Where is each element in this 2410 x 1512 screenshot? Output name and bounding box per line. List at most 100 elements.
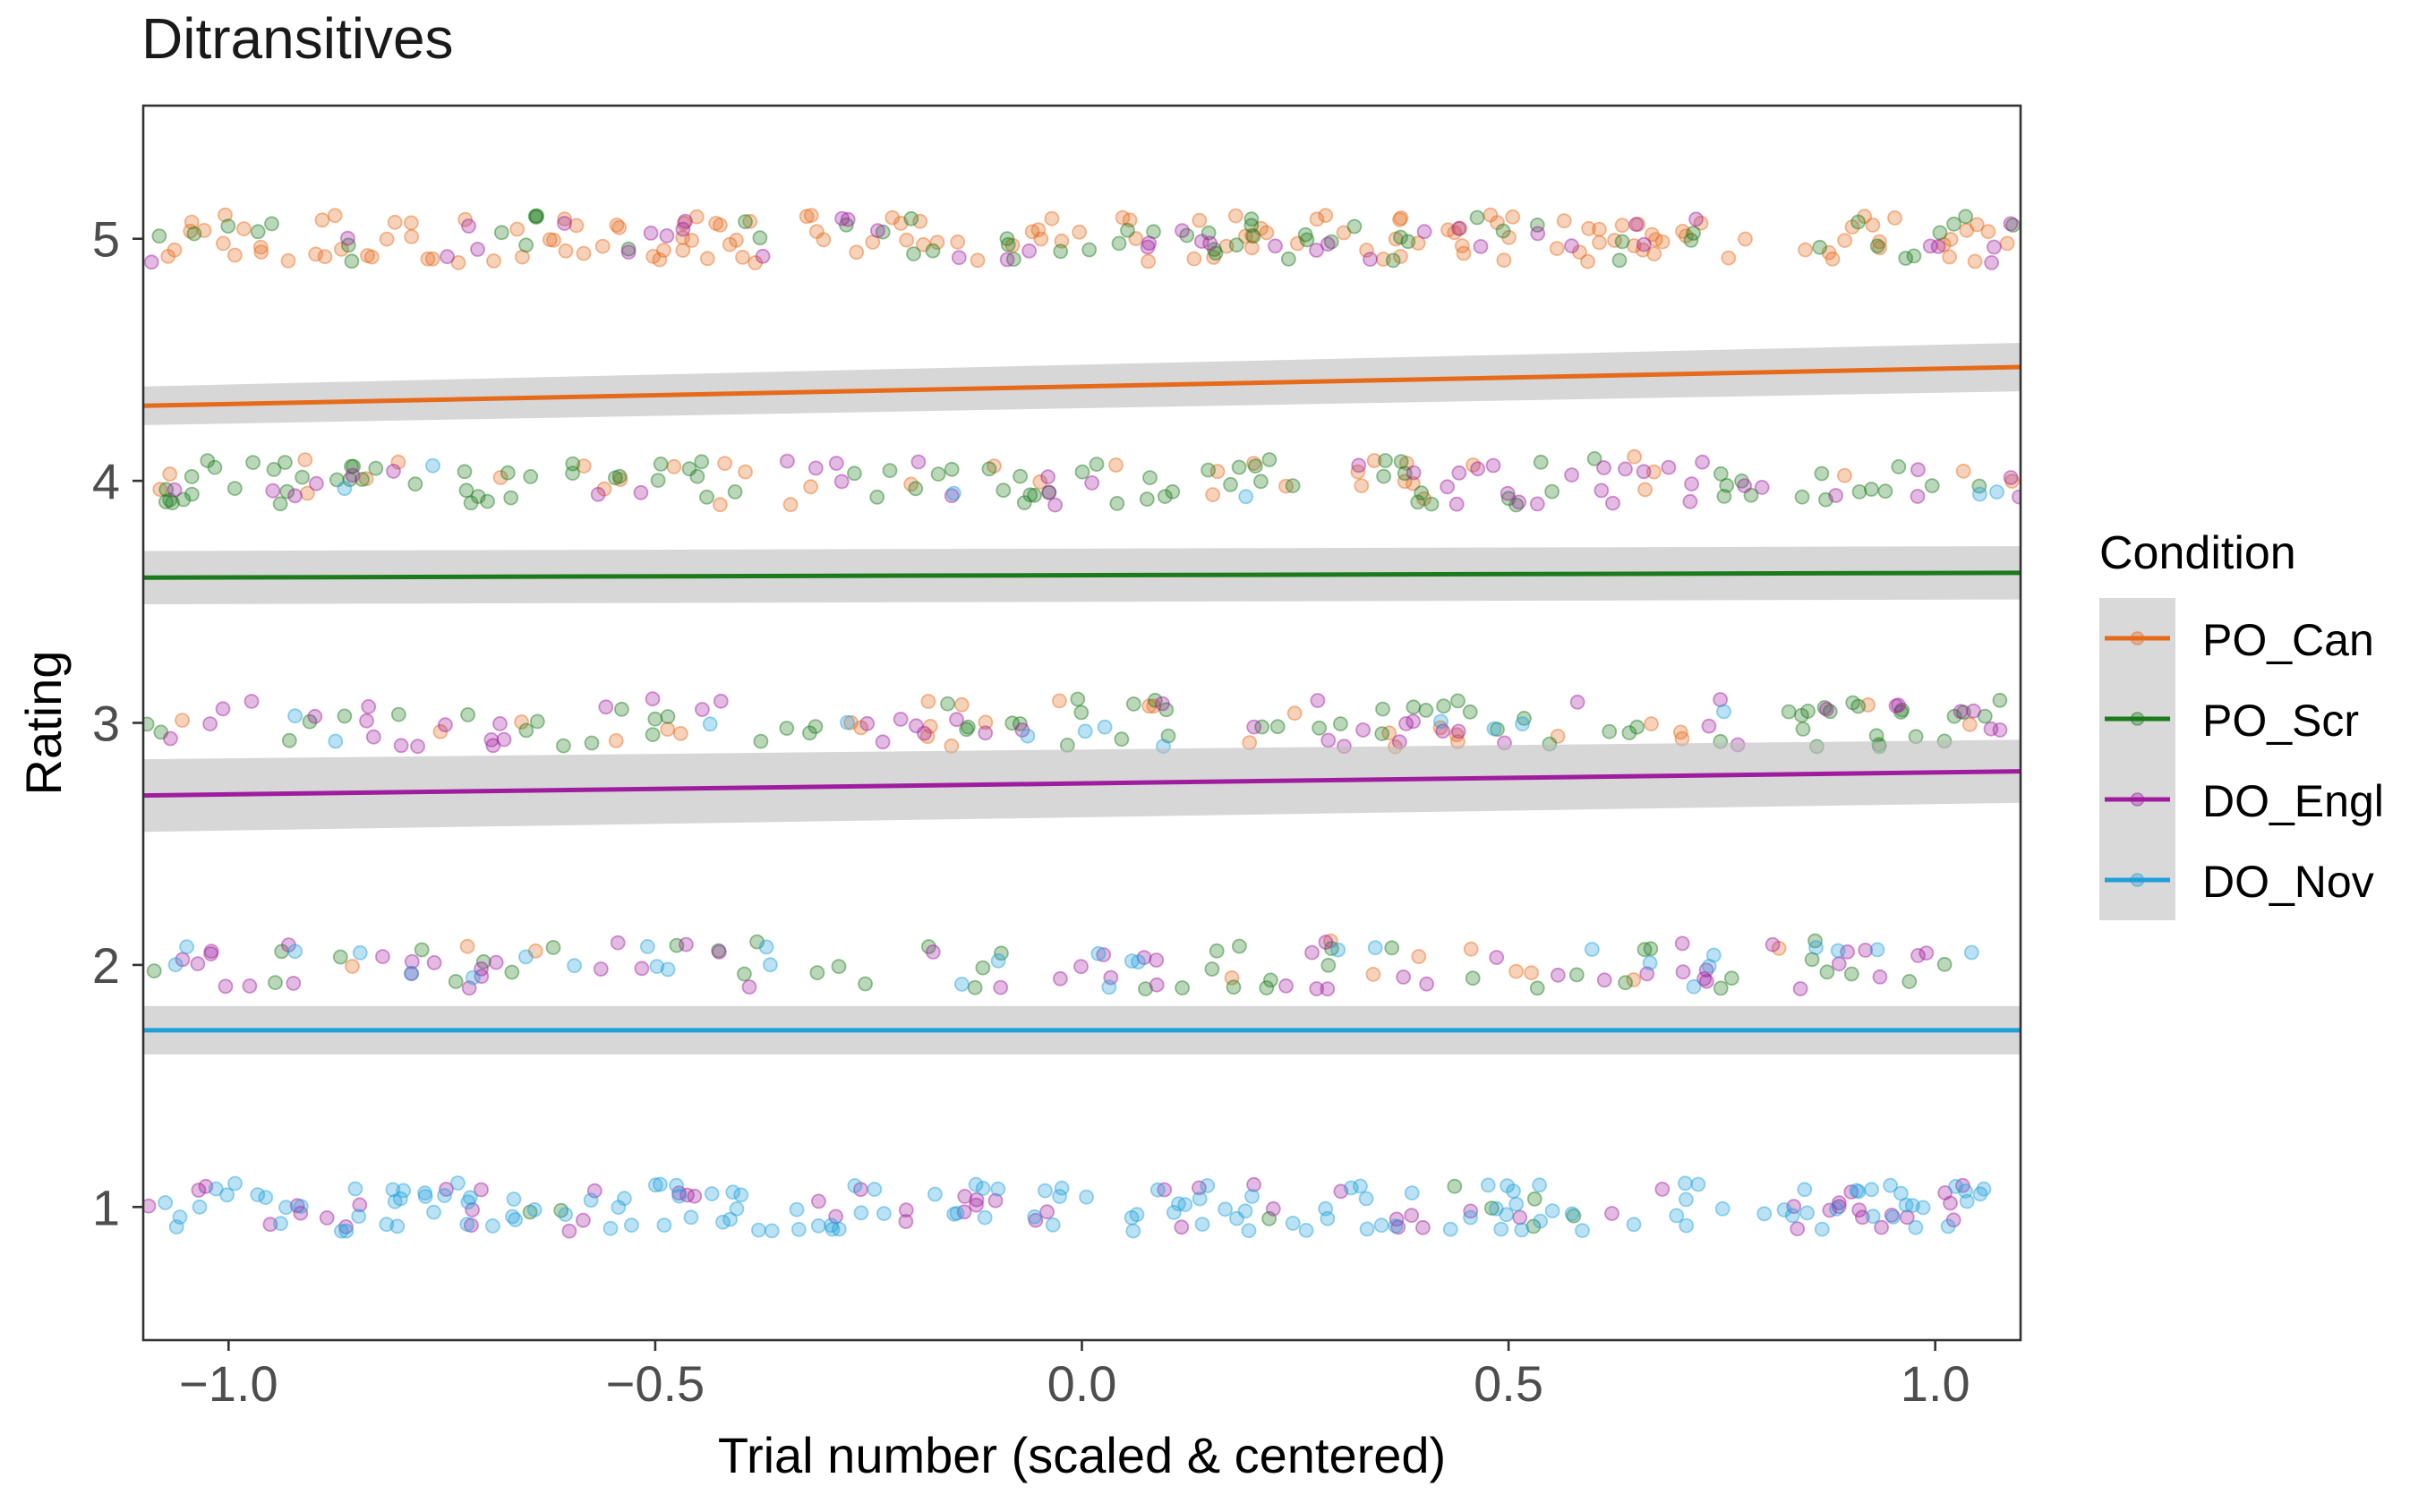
data-point-po-can: [280, 252, 296, 269]
data-point-do-engl: [1698, 962, 1714, 978]
data-point-do-nov: [459, 1217, 475, 1232]
data-point-do-nov: [1642, 955, 1658, 971]
data-point-do-nov: [518, 949, 534, 965]
data-point-po-can: [345, 959, 360, 974]
data-point-do-engl: [1910, 948, 1926, 963]
data-point-do-nov: [1045, 1217, 1061, 1233]
data-point-po-scr: [1566, 1208, 1582, 1224]
data-point-do-engl: [1564, 467, 1579, 483]
data-point-po-can: [1108, 457, 1124, 473]
data-point-po-can: [1646, 246, 1662, 261]
data-point-po-scr: [645, 727, 661, 742]
data-point-do-engl: [898, 1202, 914, 1218]
data-point-do-engl: [1854, 1209, 1870, 1226]
data-point-do-nov: [1976, 1181, 1992, 1197]
data-point-do-engl: [598, 699, 614, 715]
data-point-po-can: [1286, 705, 1303, 722]
y-tick-label: 4: [92, 453, 120, 509]
data-point-po-scr: [250, 224, 266, 240]
data-point-po-can: [594, 238, 611, 254]
data-point-do-engl: [679, 936, 694, 952]
data-point-po-can: [1556, 213, 1572, 229]
data-point-do-engl: [485, 738, 501, 754]
data-point-po-scr: [1894, 702, 1910, 718]
data-point-po-can: [608, 733, 624, 748]
data-point-po-can: [1393, 249, 1408, 264]
data-point-do-engl: [1701, 718, 1717, 734]
data-point-po-scr: [1800, 704, 1816, 719]
data-point-po-can: [459, 938, 475, 954]
data-point-po-can: [1524, 965, 1539, 981]
data-point-po-scr: [738, 214, 753, 230]
data-point-po-scr: [1977, 708, 1993, 724]
data-point-po-scr: [1447, 1178, 1463, 1194]
data-point-do-nov: [1077, 723, 1093, 739]
data-point-po-can: [1572, 244, 1587, 261]
data-point-po-can: [1432, 720, 1449, 736]
data-point-do-engl: [620, 244, 637, 261]
data-point-do-engl: [957, 1189, 973, 1204]
data-point-po-scr: [184, 486, 200, 502]
data-point-po-can: [1141, 253, 1156, 269]
data-point-do-engl: [1396, 970, 1411, 985]
data-point-do-nov: [847, 1178, 863, 1193]
data-point-po-scr: [368, 460, 384, 476]
data-point-po-scr: [614, 701, 629, 717]
data-point-do-nov: [208, 1181, 224, 1197]
data-point-do-engl: [1884, 1208, 1900, 1223]
data-point-do-nov: [1358, 1191, 1374, 1207]
data-point-do-engl: [464, 1217, 479, 1234]
data-point-po-can: [403, 215, 419, 231]
data-point-po-can: [1359, 243, 1374, 258]
data-point-do-engl: [1945, 1212, 1961, 1228]
data-point-do-engl: [280, 937, 296, 952]
data-point-po-scr: [1469, 209, 1485, 226]
data-point-do-nov: [1171, 1196, 1186, 1212]
data-point-po-can: [944, 738, 960, 754]
data-point-do-engl: [1954, 1177, 1970, 1193]
data-point-po-can: [1644, 716, 1659, 731]
data-point-do-engl: [1530, 226, 1546, 242]
data-point-po-can: [450, 254, 466, 270]
data-point-po-scr: [545, 940, 561, 955]
data-point-do-nov: [1320, 1210, 1336, 1226]
data-point-do-engl: [1639, 966, 1655, 982]
data-point-po-can: [929, 235, 945, 251]
data-point-po-scr: [1602, 723, 1618, 739]
data-point-do-engl: [1404, 1208, 1420, 1223]
data-point-do-engl: [828, 456, 844, 471]
data-point-po-can: [432, 723, 449, 739]
data-point-do-engl: [659, 227, 675, 243]
data-point-do-nov: [1177, 1197, 1193, 1212]
data-point-po-scr: [1818, 491, 1833, 508]
fit-line-po-scr: [143, 570, 2021, 580]
data-point-po-scr: [1804, 952, 1820, 968]
data-point-do-engl: [1451, 220, 1466, 236]
data-point-po-can: [527, 943, 543, 959]
data-point-do-engl: [1473, 238, 1489, 254]
data-point-do-engl: [1320, 236, 1336, 252]
data-point-po-can: [576, 458, 592, 474]
data-point-do-engl: [678, 213, 693, 229]
data-point-po-scr: [1081, 242, 1098, 258]
data-point-do-engl: [1888, 698, 1904, 713]
data-point-po-scr: [1719, 477, 1735, 493]
data-point-po-scr: [1683, 232, 1699, 248]
data-point-po-scr: [1320, 957, 1337, 973]
data-point-do-nov: [1442, 1221, 1458, 1237]
data-point-po-can: [1350, 464, 1366, 480]
data-point-do-nov: [1027, 1209, 1042, 1225]
data-point-do-nov: [1218, 1201, 1233, 1217]
data-point-do-nov: [1799, 1205, 1815, 1221]
data-point-po-scr: [1526, 1191, 1543, 1207]
data-point-do-engl: [215, 701, 231, 717]
data-point-do-engl: [1140, 239, 1156, 255]
data-point-do-nov: [227, 1175, 243, 1192]
data-point-po-scr: [1851, 484, 1867, 500]
data-point-do-nov: [333, 1223, 349, 1239]
data-point-po-scr: [1544, 483, 1560, 500]
data-point-do-engl: [1831, 1199, 1847, 1215]
data-point-po-scr: [1893, 705, 1909, 720]
data-point-po-can: [1959, 222, 1975, 238]
